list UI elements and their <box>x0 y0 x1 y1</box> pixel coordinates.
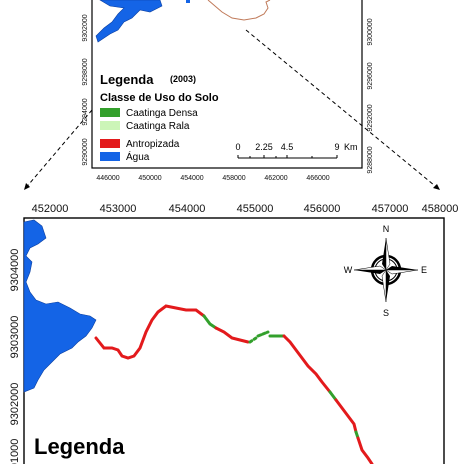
scale-bar-label: 2.25 <box>255 142 273 152</box>
detail-x-axis: 452000 453000 454000 455000 456000 45700… <box>32 203 459 215</box>
overview-y-tick: 9294000 <box>82 98 89 125</box>
overview-small-feature <box>186 0 190 3</box>
legend-year: (2003) <box>170 74 196 84</box>
stream-segment-caatinga <box>248 336 258 344</box>
scale-bar: 0 2.25 4.5 9 Km <box>235 142 358 159</box>
legend-label: Antropizada <box>126 139 180 150</box>
legend-label: Caatinga Rala <box>126 121 190 132</box>
scale-bar-label: 9 <box>334 142 339 152</box>
detail-x-tick: 454000 <box>169 203 206 215</box>
scale-bar-label: 4.5 <box>281 142 294 152</box>
stream-segment-caatinga <box>202 314 218 330</box>
overview-map-frame <box>91 0 363 169</box>
detail-y-tick: 9303000 <box>9 316 21 359</box>
overview-basin-boundary <box>207 0 271 21</box>
detail-y-axis: 9304000 9303000 9302000 9301000 <box>9 249 21 464</box>
legend-label: Água <box>126 150 150 163</box>
legend-title: Legenda <box>100 72 154 87</box>
overview-y-tick: 9300000 <box>367 18 374 45</box>
detail-x-tick: 455000 <box>237 203 274 215</box>
overview-x-tick: 458000 <box>222 175 245 182</box>
legend-swatch-caatinga-densa <box>100 108 120 117</box>
overview-y-tick: 9290000 <box>82 138 89 165</box>
overview-x-tick: 446000 <box>96 175 119 182</box>
detail-x-tick: 452000 <box>32 203 69 215</box>
scale-bar-label: 0 <box>235 142 240 152</box>
overview-map: 9302000 9298000 9294000 9290000 9300000 … <box>23 0 441 190</box>
stream-segment-antropizada <box>94 304 206 360</box>
compass-label-e: E <box>421 265 427 275</box>
compass-rose: N S E W <box>344 224 427 318</box>
detail-y-tick: 9304000 <box>9 249 21 292</box>
overview-y-tick: 9292000 <box>367 104 374 131</box>
overview-y-tick: 9296000 <box>367 62 374 89</box>
overview-y-tick: 9298000 <box>82 58 89 85</box>
detail-x-tick: 458000 <box>422 203 459 215</box>
detail-x-tick: 457000 <box>372 203 409 215</box>
legend-label: Caatinga Densa <box>126 108 198 119</box>
stream-segment-antropizada <box>214 326 250 344</box>
reservoir-water-body <box>23 219 97 393</box>
overview-x-axis: 446000 450000 454000 458000 462000 46600… <box>96 175 329 182</box>
zoom-connector-left <box>23 109 93 190</box>
detail-y-tick: 9301000 <box>9 439 21 464</box>
stream-segment-antropizada <box>356 436 374 464</box>
compass-label-n: N <box>383 224 390 234</box>
overview-legend: Legenda (2003) Classe de Uso do Solo Caa… <box>100 72 219 163</box>
legend-subtitle: Classe de Uso do Solo <box>100 92 219 104</box>
overview-water-body <box>95 0 163 43</box>
compass-label-s: S <box>383 308 389 318</box>
detail-map-frame <box>23 217 445 464</box>
stream-segment-caatinga <box>328 390 338 402</box>
stream-segment-caatinga <box>256 330 270 338</box>
scale-bar-unit: Km <box>344 142 358 152</box>
overview-x-tick: 462000 <box>264 175 287 182</box>
overview-y-tick: 9302000 <box>82 14 89 41</box>
legend-swatch-antropizada <box>100 139 120 148</box>
overview-y-tick: 9288000 <box>367 146 374 173</box>
legend-swatch-caatinga-rala <box>100 121 120 130</box>
stream-segment-antropizada <box>282 334 332 394</box>
detail-legend-title: Legenda <box>34 434 125 459</box>
overview-y-axis-left: 9302000 9298000 9294000 9290000 <box>82 14 89 165</box>
detail-x-tick: 456000 <box>304 203 341 215</box>
compass-label-w: W <box>344 265 353 275</box>
detail-x-tick: 453000 <box>100 203 137 215</box>
detail-map: 452000 453000 454000 455000 456000 45700… <box>9 203 459 464</box>
stream-course <box>94 304 374 464</box>
legend-swatch-agua <box>100 152 120 161</box>
overview-x-tick: 450000 <box>138 175 161 182</box>
overview-x-tick: 454000 <box>180 175 203 182</box>
overview-x-tick: 466000 <box>306 175 329 182</box>
overview-y-axis-right: 9300000 9296000 9292000 9288000 <box>367 18 374 173</box>
stream-segment-antropizada <box>334 398 358 434</box>
detail-y-tick: 9302000 <box>9 383 21 426</box>
